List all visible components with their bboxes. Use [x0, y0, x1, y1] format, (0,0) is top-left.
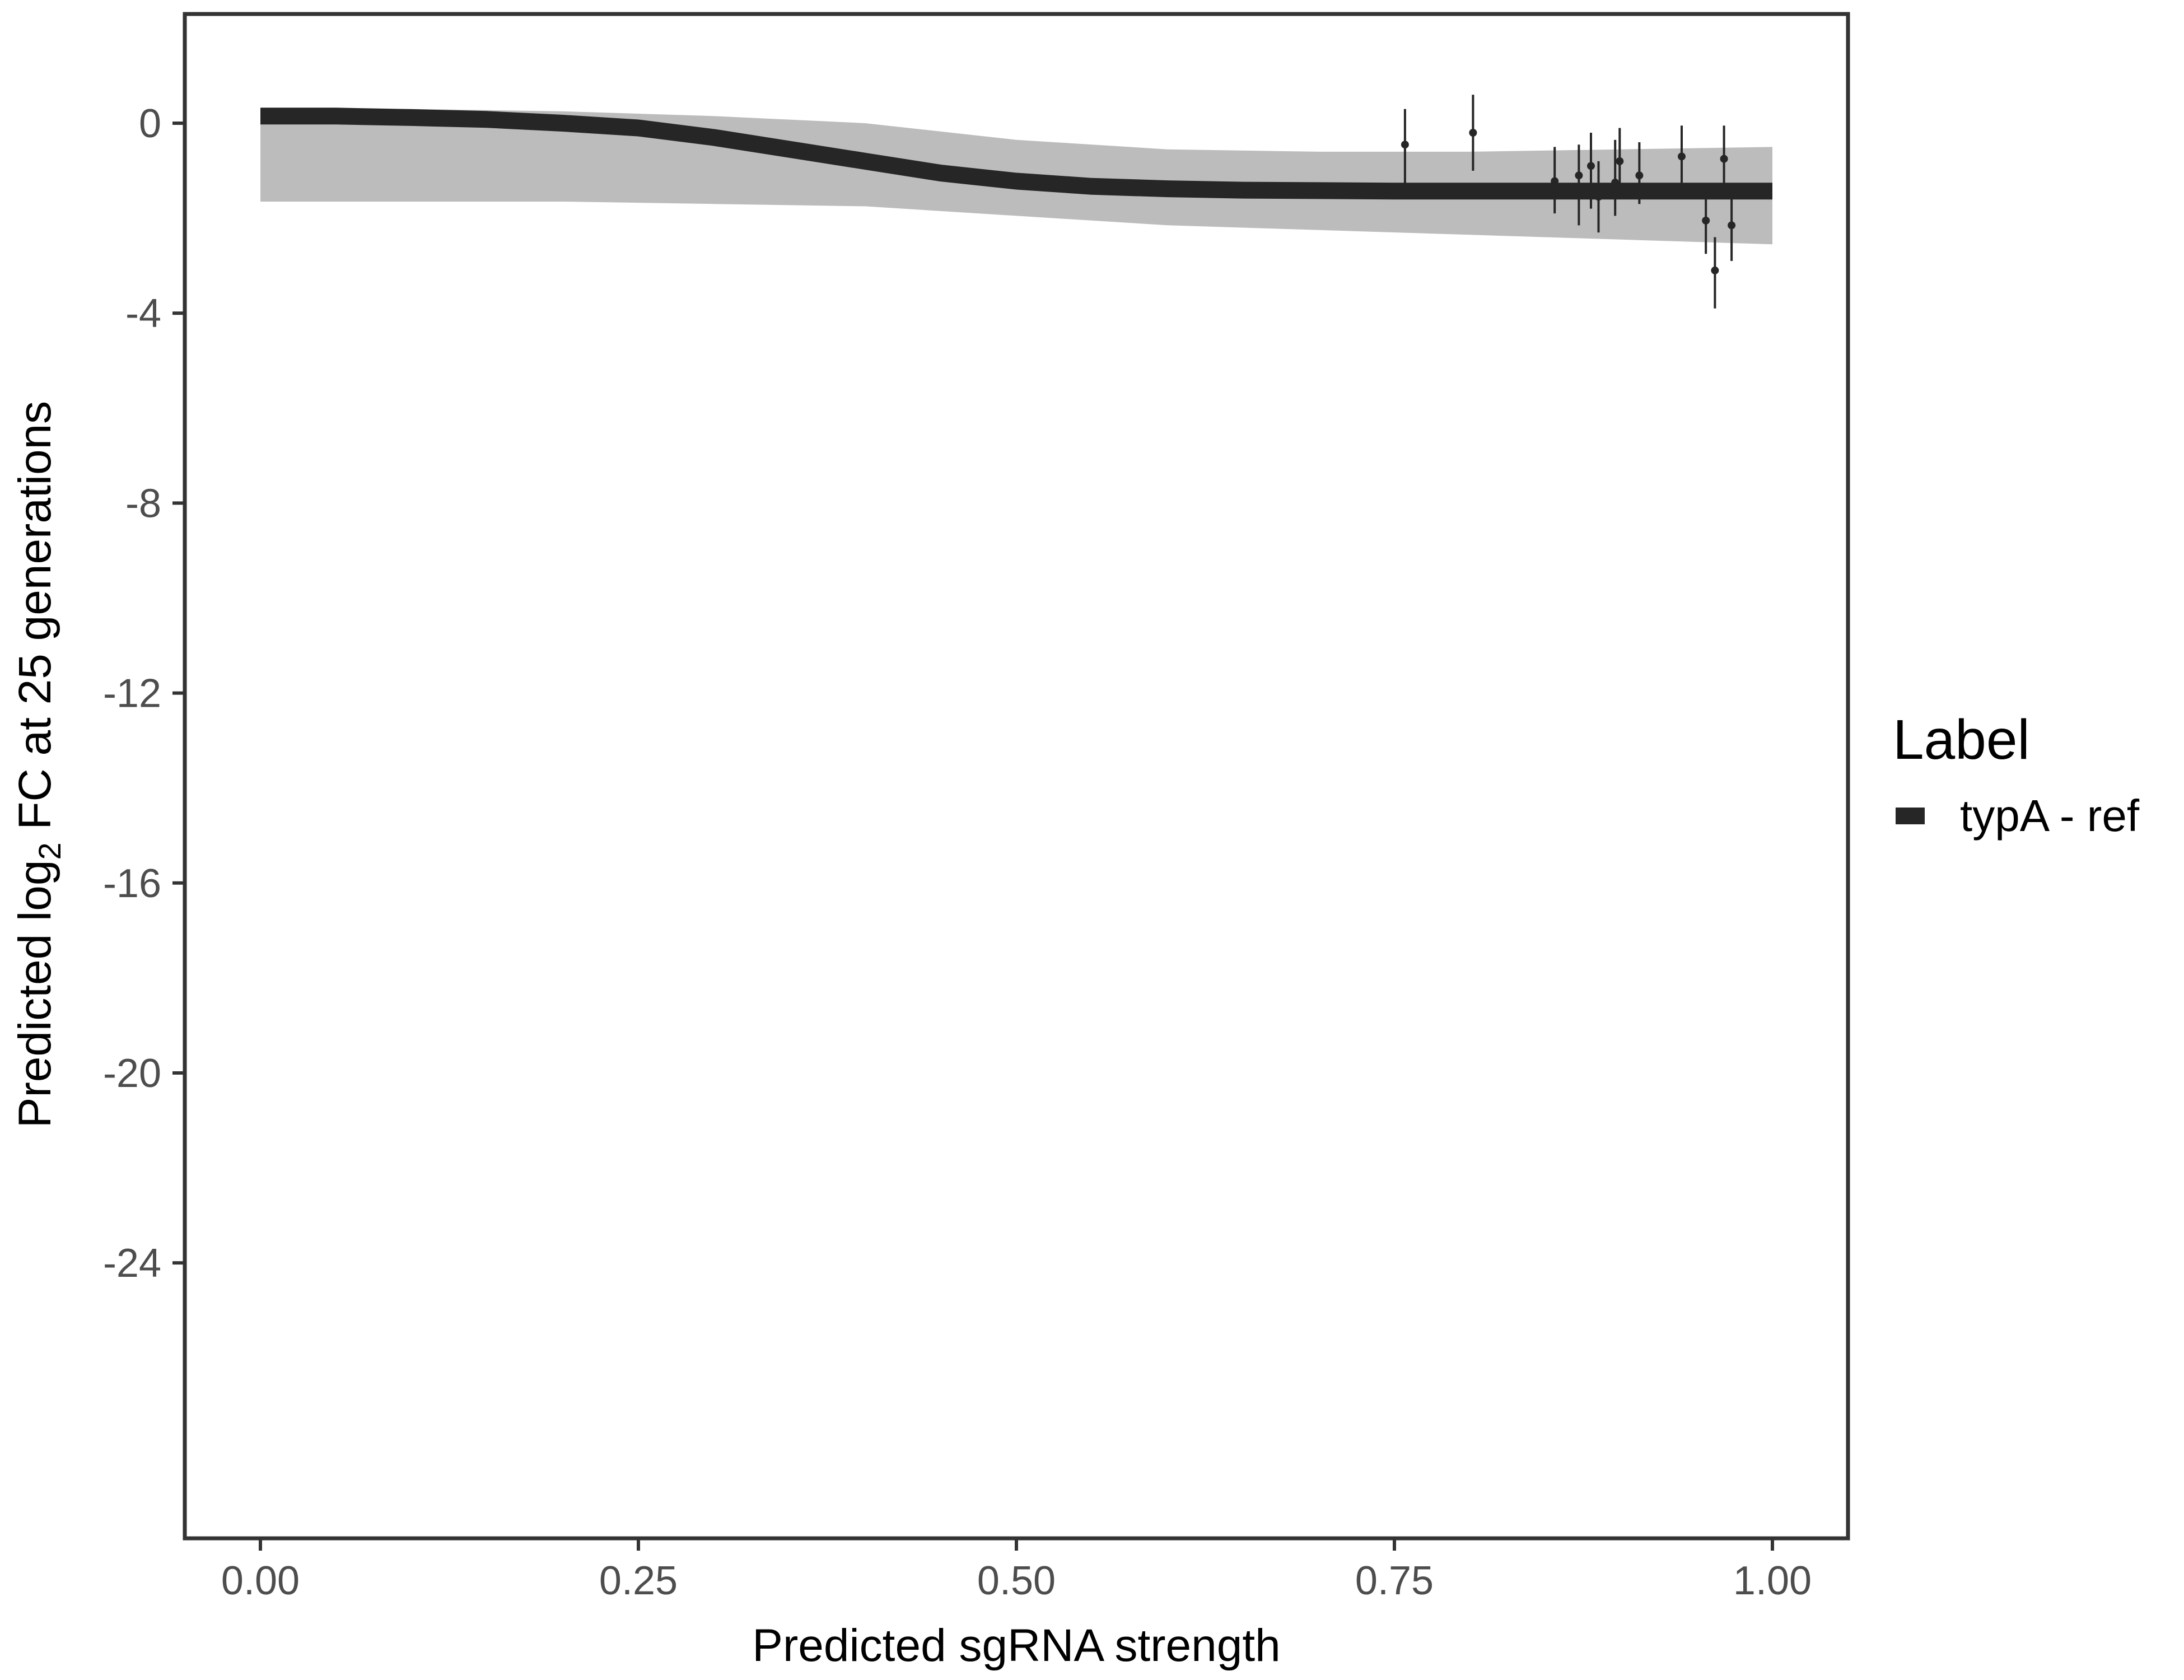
x-tick-label: 0.25 [599, 1558, 678, 1603]
y-axis-title-suffix: FC at 25 generations [10, 401, 60, 843]
y-tick-label: -8 [125, 481, 161, 526]
legend-label-typa-ref: typA - ref [1960, 791, 2140, 841]
y-tick-label: -20 [103, 1051, 161, 1096]
data-point [1728, 221, 1736, 230]
legend-title: Label [1893, 708, 2030, 771]
data-points [1401, 95, 1736, 309]
data-point [1702, 216, 1710, 225]
x-tick-label: 0.00 [221, 1558, 300, 1603]
legend: Label typA - ref [1893, 708, 2140, 841]
legend-key-typa-ref [1896, 808, 1925, 824]
x-tick-label: 0.75 [1355, 1558, 1434, 1603]
y-axis-title-subscript: 2 [32, 842, 67, 860]
data-point [1720, 155, 1728, 163]
x-axis-title: Predicted sgRNA strength [752, 1620, 1280, 1671]
data-point [1616, 157, 1624, 165]
data-point [1587, 162, 1595, 170]
data-point [1469, 128, 1477, 137]
data-point [1401, 141, 1409, 149]
data-point [1575, 171, 1583, 180]
y-tick-label: -24 [103, 1241, 161, 1286]
data-point [1711, 266, 1719, 274]
data-point [1635, 171, 1644, 180]
plot-panel-border [183, 12, 1850, 1541]
x-axis: 0.00 0.25 0.50 0.75 1.00 [221, 1540, 1812, 1603]
y-tick-label: 0 [139, 101, 161, 146]
x-tick-label: 1.00 [1733, 1558, 1812, 1603]
y-axis: 0 -4 -8 -12 -16 -20 -24 [103, 101, 183, 1286]
fit-curve-typa-ref [260, 108, 1772, 200]
y-tick-label: -12 [103, 671, 161, 716]
y-tick-label: -4 [125, 291, 161, 336]
y-axis-title-prefix: Predicted log [10, 860, 60, 1128]
data-point [1678, 152, 1686, 161]
x-tick-label: 0.50 [977, 1558, 1056, 1603]
y-tick-label: -16 [103, 861, 161, 906]
y-axis-title: Predicted log2 FC at 25 generations [10, 401, 67, 1128]
